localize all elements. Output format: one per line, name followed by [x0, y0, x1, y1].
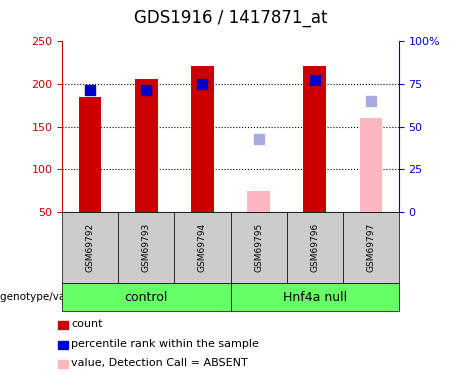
- Point: [199, 81, 206, 87]
- Text: GSM69796: GSM69796: [310, 223, 319, 272]
- Text: GSM69795: GSM69795: [254, 223, 263, 272]
- Text: GSM69794: GSM69794: [198, 223, 207, 272]
- Bar: [247, 190, 270, 212]
- Point: [255, 136, 262, 142]
- Bar: [191, 66, 214, 212]
- Bar: [79, 97, 101, 212]
- Bar: [360, 118, 382, 212]
- Text: genotype/variation ▶: genotype/variation ▶: [0, 292, 110, 302]
- Text: percentile rank within the sample: percentile rank within the sample: [71, 339, 260, 349]
- Text: Hnf4a null: Hnf4a null: [283, 291, 347, 304]
- Text: control: control: [124, 291, 168, 304]
- Point: [87, 87, 94, 93]
- Text: value, Detection Call = ABSENT: value, Detection Call = ABSENT: [71, 358, 248, 368]
- Point: [311, 76, 318, 82]
- Text: GSM69792: GSM69792: [86, 223, 95, 272]
- Text: GDS1916 / 1417871_at: GDS1916 / 1417871_at: [134, 9, 327, 27]
- Point: [367, 98, 374, 104]
- Text: GSM69793: GSM69793: [142, 223, 151, 272]
- Text: GSM69797: GSM69797: [366, 223, 375, 272]
- Bar: [135, 79, 158, 212]
- Text: count: count: [71, 320, 103, 329]
- Bar: [303, 66, 326, 212]
- Point: [142, 87, 150, 93]
